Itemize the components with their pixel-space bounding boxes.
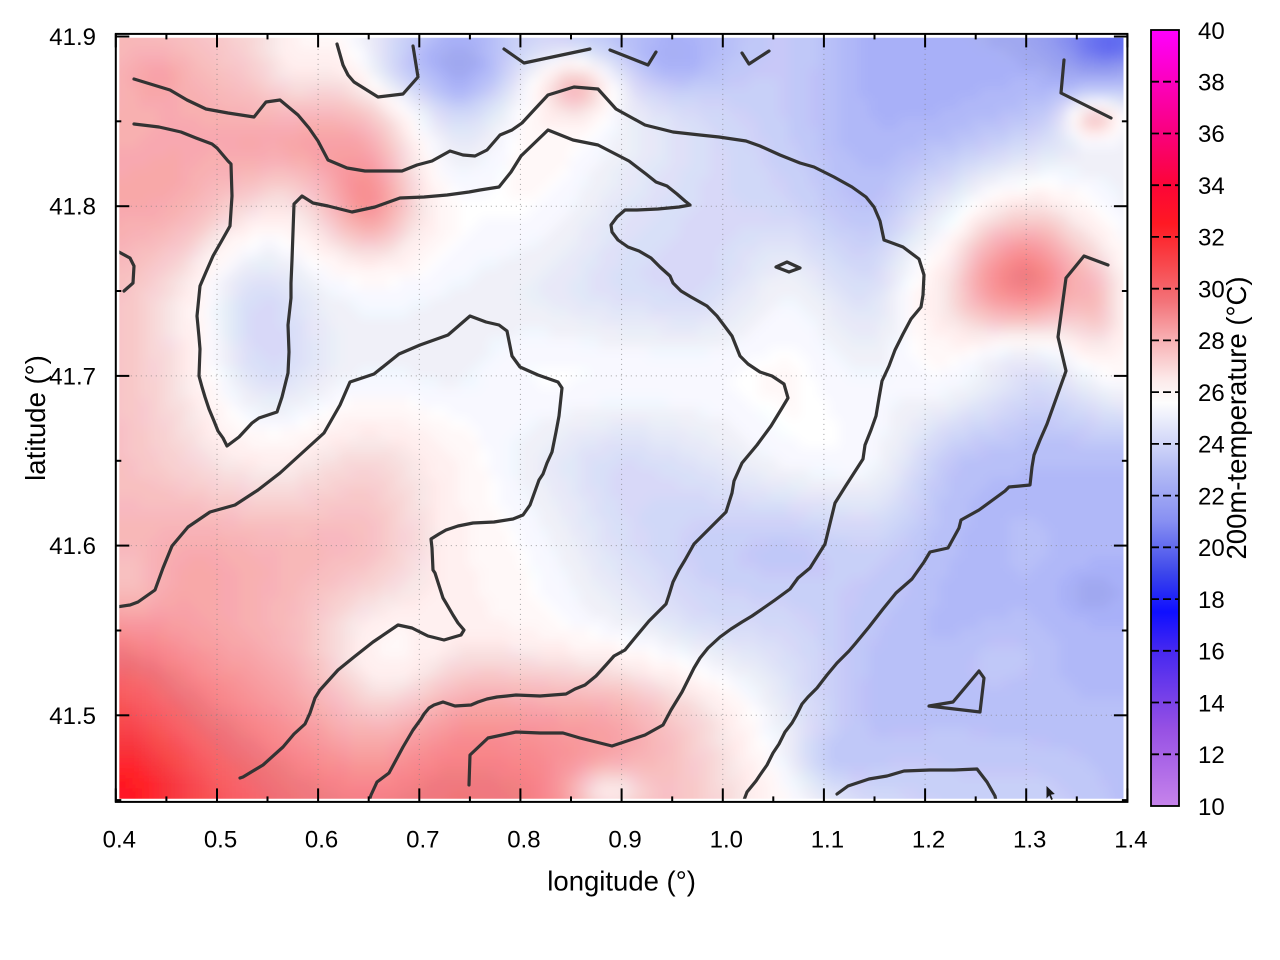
svg-text:41.5: 41.5: [49, 703, 96, 730]
svg-text:41.6: 41.6: [49, 533, 96, 560]
svg-text:10: 10: [1198, 794, 1225, 821]
svg-text:22: 22: [1198, 483, 1225, 510]
svg-text:200m-temperature (°C): 200m-temperature (°C): [1221, 276, 1252, 559]
svg-text:34: 34: [1198, 173, 1225, 200]
svg-text:12: 12: [1198, 742, 1225, 769]
svg-text:0.4: 0.4: [103, 827, 136, 854]
svg-text:1.0: 1.0: [710, 827, 743, 854]
svg-text:41.8: 41.8: [49, 194, 96, 221]
svg-text:32: 32: [1198, 225, 1225, 252]
svg-text:latitude (°): latitude (°): [20, 355, 51, 481]
svg-text:0.8: 0.8: [507, 827, 540, 854]
svg-text:0.9: 0.9: [608, 827, 641, 854]
svg-text:30: 30: [1198, 276, 1225, 303]
svg-text:0.7: 0.7: [406, 827, 439, 854]
svg-text:14: 14: [1198, 690, 1225, 717]
svg-text:38: 38: [1198, 70, 1225, 97]
svg-text:36: 36: [1198, 121, 1225, 148]
svg-text:0.5: 0.5: [204, 827, 237, 854]
svg-text:26: 26: [1198, 380, 1225, 407]
svg-text:1.3: 1.3: [1013, 827, 1046, 854]
svg-text:18: 18: [1198, 587, 1225, 614]
svg-text:41.7: 41.7: [49, 363, 96, 390]
svg-text:16: 16: [1198, 639, 1225, 666]
svg-text:40: 40: [1198, 18, 1225, 45]
svg-text:0.6: 0.6: [305, 827, 338, 854]
svg-text:41.9: 41.9: [49, 24, 96, 51]
svg-text:1.1: 1.1: [811, 827, 844, 854]
svg-text:20: 20: [1198, 535, 1225, 562]
svg-text:longitude (°): longitude (°): [547, 866, 696, 897]
svg-text:28: 28: [1198, 328, 1225, 355]
svg-text:1.2: 1.2: [912, 827, 945, 854]
svg-text:1.4: 1.4: [1114, 827, 1147, 854]
svg-text:24: 24: [1198, 432, 1225, 459]
